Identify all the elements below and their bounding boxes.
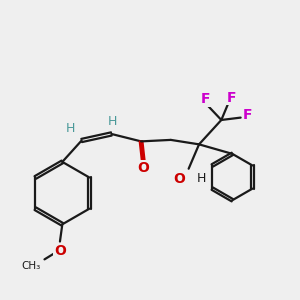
Text: CH₃: CH₃ [22, 261, 41, 271]
Text: O: O [137, 161, 149, 175]
Text: F: F [242, 108, 252, 122]
Text: F: F [200, 92, 210, 106]
Text: F: F [226, 91, 236, 105]
Text: H: H [108, 115, 118, 128]
Text: H: H [197, 172, 206, 185]
Text: O: O [173, 172, 185, 186]
Text: O: O [54, 244, 66, 258]
Text: H: H [66, 122, 75, 134]
